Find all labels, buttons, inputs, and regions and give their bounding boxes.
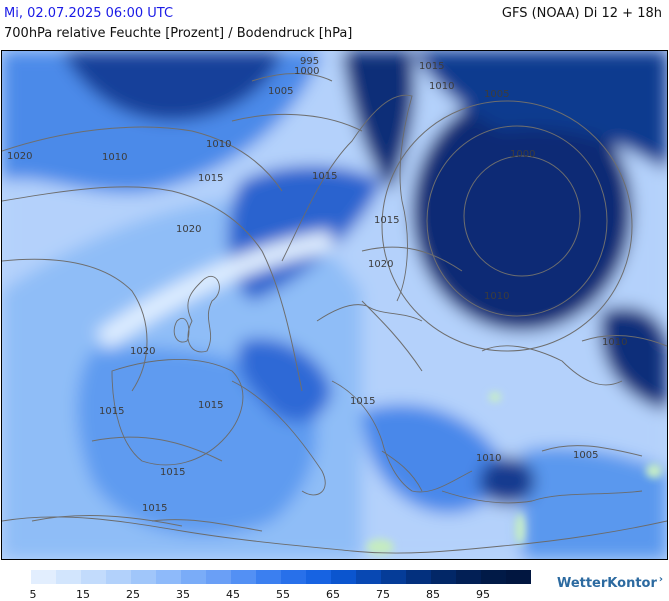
legend-tick-label: 15 [76,588,90,601]
isobar-label-1010: 1010 [429,81,454,92]
legend-swatch [306,570,331,584]
parameter-title: 700hPa relative Feuchte [Prozent] / Bode… [4,26,353,41]
forecast-datetime: Mi, 02.07.2025 06:00 UTC [4,6,174,21]
legend-tick-label: 85 [426,588,440,601]
legend-swatch [56,570,81,584]
humidity-legend-scale [31,570,531,584]
legend-tick-label: 55 [276,588,290,601]
isobar-label-1015: 1015 [198,400,223,411]
brand-name: WetterKontor [556,576,657,591]
legend-swatch [406,570,431,584]
coastlines [2,94,667,554]
brand-chevron-icon: › [658,574,663,585]
legend-tick-label: 65 [326,588,340,601]
isobar-label-1015: 1015 [312,171,337,182]
legend-swatch [156,570,181,584]
model-run-label: GFS (NOAA) Di 12 + 18h [501,6,662,21]
legend-swatch [506,570,531,584]
isobar-label-1005: 1005 [268,86,293,97]
wetterkontor-logo: WetterKontor › [556,574,663,591]
isobar-label-1000: 1000 [294,66,319,77]
isobar-label-1015: 1015 [419,61,444,72]
humidity-map-graphic: 995 1000 1005 1015 1010 1005 1020 1010 1… [2,51,667,559]
isobar-label-1010: 1010 [102,152,127,163]
isobar-label-1010: 1010 [476,453,501,464]
legend-swatch [206,570,231,584]
legend-swatch [131,570,156,584]
isobar-label-1015: 1015 [350,396,375,407]
legend-swatch [281,570,306,584]
legend-swatch [231,570,256,584]
isobar-label-1010: 1010 [484,291,509,302]
isobar-label-1015: 1015 [160,467,185,478]
isobar-label-1000: 1000 [510,149,535,160]
humidity-field [2,51,667,559]
isobar-label-1020: 1020 [7,151,32,162]
isobar-label-1010: 1010 [206,139,231,150]
weather-map[interactable]: 995 1000 1005 1015 1010 1005 1020 1010 1… [1,50,668,560]
legend-swatch [381,570,406,584]
legend-tick-label: 95 [476,588,490,601]
legend-tick-label: 5 [29,588,37,601]
legend-swatch [431,570,456,584]
legend-swatch [456,570,481,584]
isobar-label-1015: 1015 [198,173,223,184]
isobar-label-1015: 1015 [374,215,399,226]
legend-swatch [181,570,206,584]
legend-swatch [106,570,131,584]
isobars [2,73,667,532]
legend-tick-label: 35 [176,588,190,601]
isobar-label-1005: 1005 [573,450,598,461]
legend-swatch [81,570,106,584]
isobar-label-1020: 1020 [368,259,393,270]
isobar-label-1005: 1005 [484,89,509,100]
legend-tick-label: 25 [126,588,140,601]
isobar-label-1010: 1010 [602,337,627,348]
isobar-label-1020: 1020 [130,346,155,357]
isobar-label-995: 995 [300,56,319,67]
legend-swatch [256,570,281,584]
legend-tick-label: 45 [226,588,240,601]
isobar-label-1020: 1020 [176,224,201,235]
legend-swatch [31,570,56,584]
legend-tick-label: 75 [376,588,390,601]
isobar-label-1015: 1015 [142,503,167,514]
isobar-labels: 995 1000 1005 1015 1010 1005 1020 1010 1… [7,56,627,514]
low-humidity-patches [366,392,662,555]
isobar-label-1015: 1015 [99,406,124,417]
legend-swatch [481,570,506,584]
legend-swatch [331,570,356,584]
legend-swatch [356,570,381,584]
